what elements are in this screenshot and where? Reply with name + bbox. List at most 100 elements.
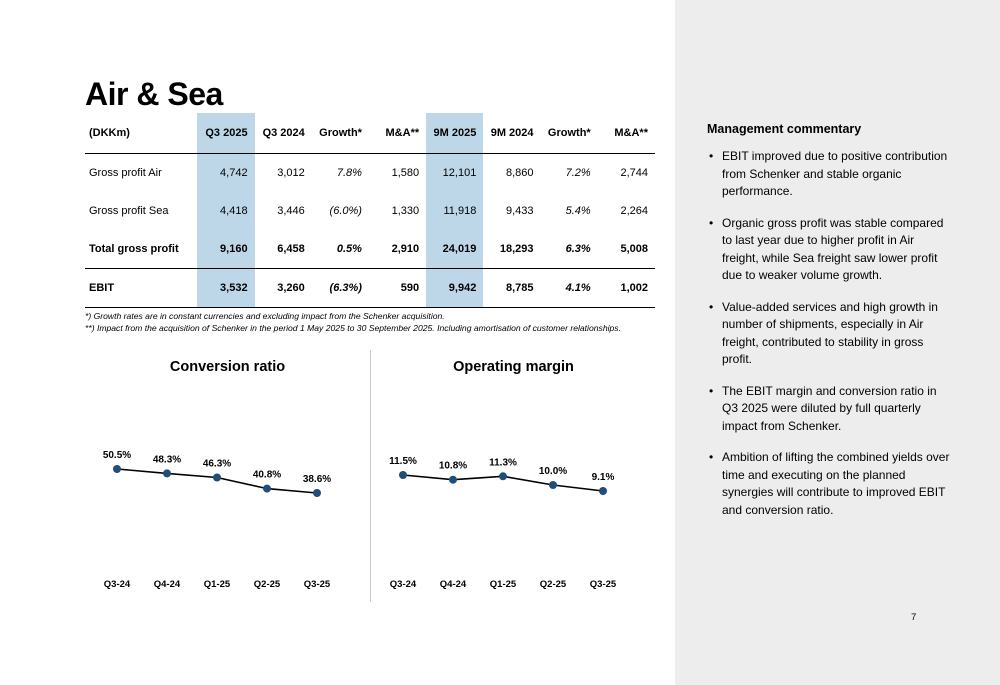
cell: 4,418 xyxy=(197,192,255,230)
cell: 7.2% xyxy=(565,167,591,179)
data-label: 40.8% xyxy=(253,470,281,481)
cell: 3,532 xyxy=(197,268,255,308)
row-label: Gross profit Air xyxy=(89,167,162,179)
row-label: EBIT xyxy=(85,268,198,308)
x-axis-label: Q3-24 xyxy=(104,579,131,590)
x-axis-label: Q3-24 xyxy=(390,579,417,590)
column-header-q3-2024: Q3 2024 xyxy=(254,113,312,154)
data-label: 10.0% xyxy=(539,466,567,477)
x-axis-label: Q4-24 xyxy=(440,579,467,590)
cell: 7.8% xyxy=(336,167,362,179)
cell: 4,742 xyxy=(197,153,255,192)
data-point xyxy=(549,481,557,489)
cell: 8,785 xyxy=(483,268,541,308)
data-point xyxy=(399,471,407,479)
row-label: Total gross profit xyxy=(85,230,198,269)
cell: 9,433 xyxy=(505,205,534,217)
cell: 4.1% xyxy=(540,268,598,308)
cell: 1,330 xyxy=(391,205,420,217)
commentary-bullet: Organic gross profit was stable compared… xyxy=(707,215,950,285)
commentary-bullet: Ambition of lifting the combined yields … xyxy=(707,449,950,519)
data-label: 46.3% xyxy=(203,459,231,470)
data-label: 10.8% xyxy=(439,461,467,472)
x-axis-label: Q1-25 xyxy=(490,579,517,590)
cell: 6,458 xyxy=(254,230,312,269)
cell: 1,002 xyxy=(597,268,655,308)
x-axis-label: Q4-24 xyxy=(154,579,181,590)
chart-operating-margin: Operating margin 11.5% Q3-24 10.8% Q4-24 11.… xyxy=(370,350,656,602)
data-point xyxy=(263,484,271,493)
commentary-bullet: Value-added services and high growth in … xyxy=(707,299,950,369)
cell: 3,260 xyxy=(254,268,312,308)
data-point xyxy=(599,487,607,495)
data-point xyxy=(449,475,457,484)
cell: (6.0%) xyxy=(329,205,362,217)
cell: 0.5% xyxy=(311,230,369,269)
table-row-gross-profit-air: Gross profit Air 4,742 3,012 7.8% 1,580 … xyxy=(85,153,655,192)
data-label: 11.5% xyxy=(389,456,417,467)
commentary-bullet: EBIT improved due to positive contributi… xyxy=(707,148,950,201)
cell: 1,580 xyxy=(391,167,420,179)
cell: 24,019 xyxy=(426,230,484,269)
column-header-mna-9m: M&A** xyxy=(597,113,655,154)
column-header-q3-2025: Q3 2025 xyxy=(197,113,255,154)
cell: 590 xyxy=(368,268,427,308)
cell: 12,101 xyxy=(426,153,484,192)
cell: 5,008 xyxy=(597,230,655,269)
page-number: 7 xyxy=(911,612,917,623)
cell: 5.4% xyxy=(565,205,591,217)
cell: 11,918 xyxy=(426,192,484,230)
column-header-mna-q: M&A** xyxy=(368,113,427,154)
x-axis-label: Q3-25 xyxy=(304,579,331,590)
data-label: 9.1% xyxy=(592,472,615,483)
operating-margin-plot: 11.5% Q3-24 10.8% Q4-24 11.3% Q1-25 10.0% Q2-25… xyxy=(389,456,617,590)
chart-title: Operating margin xyxy=(453,359,574,375)
table-row-ebit: EBIT 3,532 3,260 (6.3%) 590 9,942 8,785 … xyxy=(85,268,655,308)
cell: 9,942 xyxy=(426,268,484,308)
x-axis-label: Q2-25 xyxy=(254,579,281,590)
footnote-growth: *) Growth rates are in constant currenci… xyxy=(85,311,445,321)
data-label: 38.6% xyxy=(303,474,331,485)
data-label: 11.3% xyxy=(489,457,517,468)
cell: 3,012 xyxy=(277,167,305,179)
x-axis-label: Q2-25 xyxy=(540,579,567,590)
data-point xyxy=(113,465,121,473)
page-title: Air & Sea xyxy=(85,76,223,113)
data-label: 50.5% xyxy=(103,450,131,461)
table-header-row: (DKKm) Q3 2025 Q3 2024 Growth* M&A** 9M … xyxy=(85,113,655,154)
conversion-ratio-plot: 50.5% Q3-24 48.3% Q4-24 46.3% Q1-25 40.8% Q2-25… xyxy=(103,450,331,590)
column-header-9m-2024: 9M 2024 xyxy=(483,113,541,154)
table-row-gross-profit-sea: Gross profit Sea 4,418 3,446 (6.0%) 1,33… xyxy=(85,192,655,230)
management-commentary-panel: Management commentary EBIT improved due … xyxy=(675,0,1000,685)
commentary-heading: Management commentary xyxy=(707,122,862,137)
cell: 8,860 xyxy=(505,167,534,179)
cell: 18,293 xyxy=(483,230,541,269)
data-point xyxy=(313,489,321,497)
column-header-9m-2025: 9M 2025 xyxy=(426,113,484,154)
x-axis-label: Q3-25 xyxy=(590,579,617,590)
column-header-dkkm: (DKKm) xyxy=(85,113,198,154)
table-row-total-gross-profit: Total gross profit 9,160 6,458 0.5% 2,91… xyxy=(85,230,655,269)
chart-title: Conversion ratio xyxy=(169,359,286,375)
cell: 2,264 xyxy=(620,205,648,217)
data-point xyxy=(213,473,221,482)
charts-area: Conversion ratio 50.5% Q3-24 48.3% Q4-24 46.… xyxy=(85,350,655,602)
data-point xyxy=(499,472,507,481)
data-label: 48.3% xyxy=(153,454,181,465)
cell: 2,744 xyxy=(620,167,648,179)
x-axis-label: Q1-25 xyxy=(204,579,231,590)
data-point xyxy=(163,469,171,478)
cell: (6.3%) xyxy=(311,268,369,308)
column-header-growth-9m: Growth* xyxy=(540,113,598,154)
footnote-mna: **) Impact from the acquisition of Schen… xyxy=(85,322,621,333)
cell: 9,160 xyxy=(197,230,255,269)
column-header-growth-q: Growth* xyxy=(311,113,369,154)
chart-conversion-ratio: Conversion ratio 50.5% Q3-24 48.3% Q4-24 46.… xyxy=(85,350,370,602)
cell: 3,446 xyxy=(277,205,305,217)
commentary-list: EBIT improved due to positive contributi… xyxy=(707,148,950,533)
row-label: Gross profit Sea xyxy=(89,205,169,217)
financials-table: (DKKm) Q3 2025 Q3 2024 Growth* M&A** 9M … xyxy=(85,113,655,308)
commentary-bullet: The EBIT margin and conversion ratio in … xyxy=(707,383,950,436)
footnotes: *) Growth rates are in constant currenci… xyxy=(85,311,621,334)
